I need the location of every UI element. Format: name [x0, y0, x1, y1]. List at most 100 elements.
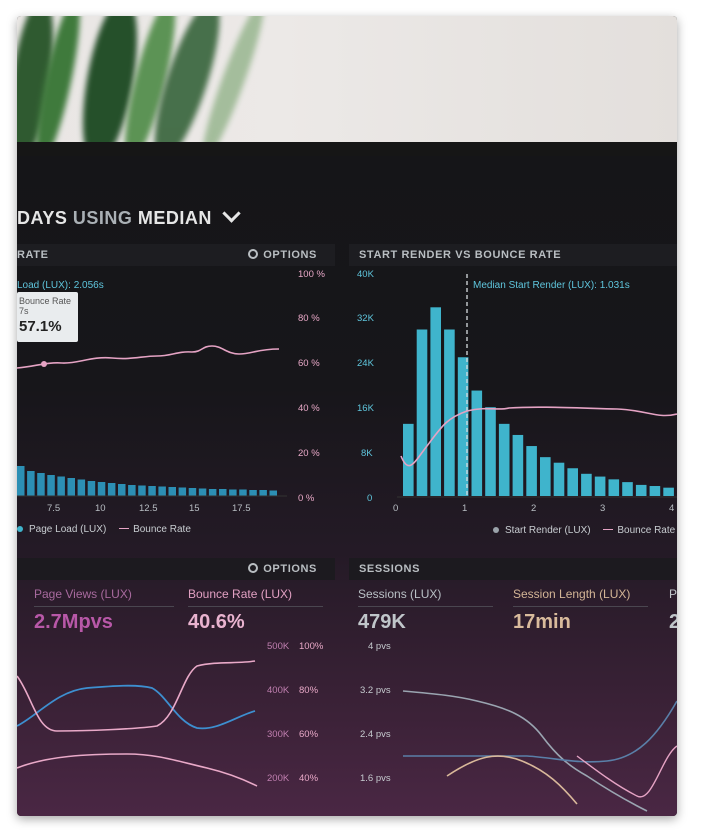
bottom-right-blue-line	[402, 700, 677, 763]
histogram-bar	[594, 476, 606, 496]
histogram-bar	[208, 489, 217, 496]
metric-value: 2	[669, 611, 677, 633]
analytics-screen: DAYS USING MEDIAN RATE OPTIONS START REN…	[17, 156, 677, 816]
histogram-bar	[485, 407, 496, 496]
histogram-bar	[47, 475, 55, 496]
histogram-bar	[526, 446, 537, 496]
metric-underline	[513, 606, 648, 607]
left-x-tick: 17.5	[232, 503, 251, 514]
tooltip-point	[41, 361, 47, 367]
histogram-bar	[540, 457, 551, 496]
metric-value: 2.7Mpvs	[34, 611, 113, 633]
histogram-bar	[444, 329, 455, 496]
histogram-bar	[457, 357, 469, 496]
right-y-tick: 8K	[361, 448, 373, 459]
legend-item: Page Load (LUX)	[29, 524, 107, 535]
right-y-tick: 0	[367, 493, 373, 504]
title-prefix: DAYS	[17, 208, 68, 228]
histogram-bar	[188, 488, 197, 496]
sessions-title: SESSIONS	[359, 563, 421, 575]
left-annotation: Load (LUX): 2.056s	[17, 280, 104, 291]
bottom-left-pink-line-b	[17, 753, 258, 787]
histogram-bar	[635, 484, 647, 496]
bottom-left-pink-line-a	[17, 660, 256, 732]
panel-bottom-left-header: OPTIONS	[17, 558, 335, 580]
left-y-tick: 0 %	[298, 493, 315, 504]
histogram-bar	[17, 466, 25, 496]
histogram-bar	[178, 487, 187, 496]
bottom-right-y-tick: 1.6 pvs	[360, 773, 391, 784]
left-x-tick: 10	[95, 503, 106, 514]
gear-icon	[248, 563, 259, 573]
bottom-left-blue-line	[17, 684, 256, 730]
histogram-bar	[581, 473, 592, 496]
left-x-tick: 15	[189, 503, 200, 514]
histogram-bar	[148, 486, 156, 496]
dashboard-title[interactable]: DAYS USING MEDIAN	[17, 204, 242, 229]
panel-left-options[interactable]: OPTIONS	[248, 244, 317, 266]
histogram-bar	[118, 484, 126, 496]
legend-dot-icon	[493, 527, 499, 533]
histogram-bar	[403, 423, 414, 496]
legend-dot-icon	[17, 526, 23, 532]
histogram-bar	[553, 462, 565, 496]
right-y-tick: 32K	[357, 313, 374, 324]
histogram-bar	[168, 487, 176, 496]
bottom-right-pink-line	[576, 745, 677, 798]
histogram-bar	[198, 488, 207, 496]
bottom-right-y-tick: 4 pvs	[368, 641, 391, 652]
metric-label: Sessions (LUX)	[358, 587, 442, 601]
left-y-tick: 80 %	[298, 313, 320, 324]
panel-left-title: RATE	[17, 249, 49, 261]
left-legend: Page Load (LUX) Bounce Rate	[17, 524, 191, 535]
histogram-bar	[87, 481, 96, 496]
bottom-left-y-tick-a: 400K	[267, 685, 290, 696]
histogram-bar	[77, 479, 86, 496]
histogram-bar	[138, 485, 146, 496]
charts-layer	[17, 274, 677, 812]
legend-item: Start Render (LUX)	[505, 525, 591, 536]
panel-bottom-left-options[interactable]: OPTIONS	[248, 558, 317, 580]
histogram-bar	[249, 490, 257, 496]
metric-underline	[188, 606, 323, 607]
bottom-left-y-tick-a: 300K	[267, 729, 290, 740]
histogram-bar	[567, 468, 578, 496]
bottom-left-y-tick-a: 500K	[267, 641, 290, 652]
bottom-left-y-tick-b: 100%	[299, 641, 324, 652]
right-legend: Start Render (LUX) Bounce Rate	[493, 525, 675, 536]
left-y-tick: 20 %	[298, 448, 320, 459]
right-x-tick: 3	[600, 503, 606, 514]
right-bounce-line	[400, 406, 677, 467]
left-y-tick: 60 %	[298, 358, 320, 369]
legend-item: Bounce Rate	[133, 524, 191, 535]
metric-value: 40.6%	[188, 611, 245, 633]
options-label: OPTIONS	[263, 249, 317, 261]
bottom-left-y-tick-a: 200K	[267, 773, 290, 784]
panel-right-title: START RENDER VS BOUNCE RATE	[359, 249, 562, 261]
histogram-bar	[158, 486, 166, 496]
tooltip: Bounce Rate 7s 57.1%	[17, 292, 78, 342]
metric-label: Page Views (LUX)	[34, 587, 132, 601]
histogram-bar	[239, 489, 247, 496]
legend-line-icon	[119, 528, 130, 529]
right-x-tick: 0	[393, 503, 399, 514]
tooltip-label: Bounce Rate	[19, 296, 72, 306]
title-using: USING	[72, 208, 133, 228]
histogram-bar	[471, 390, 483, 496]
histogram-bar	[269, 490, 277, 496]
metric-label: P	[669, 587, 677, 601]
right-y-tick: 24K	[357, 358, 374, 369]
legend-line-icon	[603, 529, 614, 530]
left-bounce-line	[17, 345, 280, 369]
right-y-tick: 40K	[357, 269, 374, 280]
left-histogram	[17, 466, 277, 496]
histogram-bar	[229, 489, 237, 496]
right-histogram	[403, 307, 674, 496]
tooltip-value: 57.1%	[19, 318, 62, 335]
right-annotation: Median Start Render (LUX): 1.031s	[473, 280, 630, 291]
metric-label: Session Length (LUX)	[513, 587, 631, 601]
left-y-tick: 100 %	[298, 269, 325, 280]
histogram-bar	[512, 434, 524, 496]
metric-underline	[34, 606, 174, 607]
metric-value: 479K	[358, 611, 406, 633]
